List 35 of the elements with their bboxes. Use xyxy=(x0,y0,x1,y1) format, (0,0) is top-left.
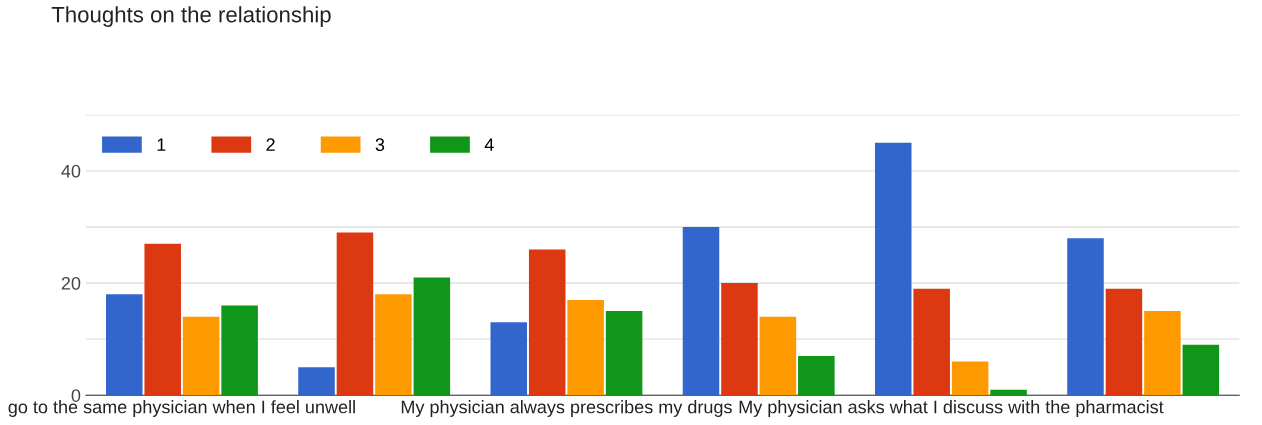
bar xyxy=(567,299,604,396)
bar xyxy=(375,294,412,396)
x-tick-label: go to the same physician when I feel unwell xyxy=(8,400,355,417)
bar xyxy=(913,288,950,396)
bar xyxy=(721,283,758,396)
bar xyxy=(490,322,528,396)
y-tick-label: 0 xyxy=(71,389,81,402)
bar xyxy=(1105,288,1143,396)
y-tick-label: 40 xyxy=(61,164,81,178)
legend-label: 2 xyxy=(266,138,275,151)
bar xyxy=(759,316,797,396)
bar xyxy=(605,311,643,396)
bar xyxy=(798,355,835,396)
legend-label: 3 xyxy=(375,138,385,152)
bar xyxy=(182,316,220,396)
bar xyxy=(682,226,720,396)
bar xyxy=(106,294,143,396)
y-tick-label: 20 xyxy=(61,276,81,290)
x-tick-label: My physician always prescribes my drugs xyxy=(401,400,732,417)
bar xyxy=(1067,238,1104,396)
bar xyxy=(336,232,374,396)
bar xyxy=(951,361,989,396)
x-tick-label: My physician asks what I discuss with the pharmacist xyxy=(739,400,1164,417)
bar xyxy=(528,249,566,396)
legend-label: 4 xyxy=(484,138,494,151)
bar xyxy=(144,243,181,396)
bar xyxy=(1182,344,1220,396)
bar xyxy=(221,305,258,396)
legend-label: 1 xyxy=(157,138,166,151)
bar xyxy=(874,142,912,396)
bar xyxy=(413,277,451,396)
chart-title: Thoughts on the relationship xyxy=(51,6,331,27)
bar xyxy=(1144,311,1181,396)
bar xyxy=(298,367,335,396)
bar xyxy=(990,389,1027,396)
